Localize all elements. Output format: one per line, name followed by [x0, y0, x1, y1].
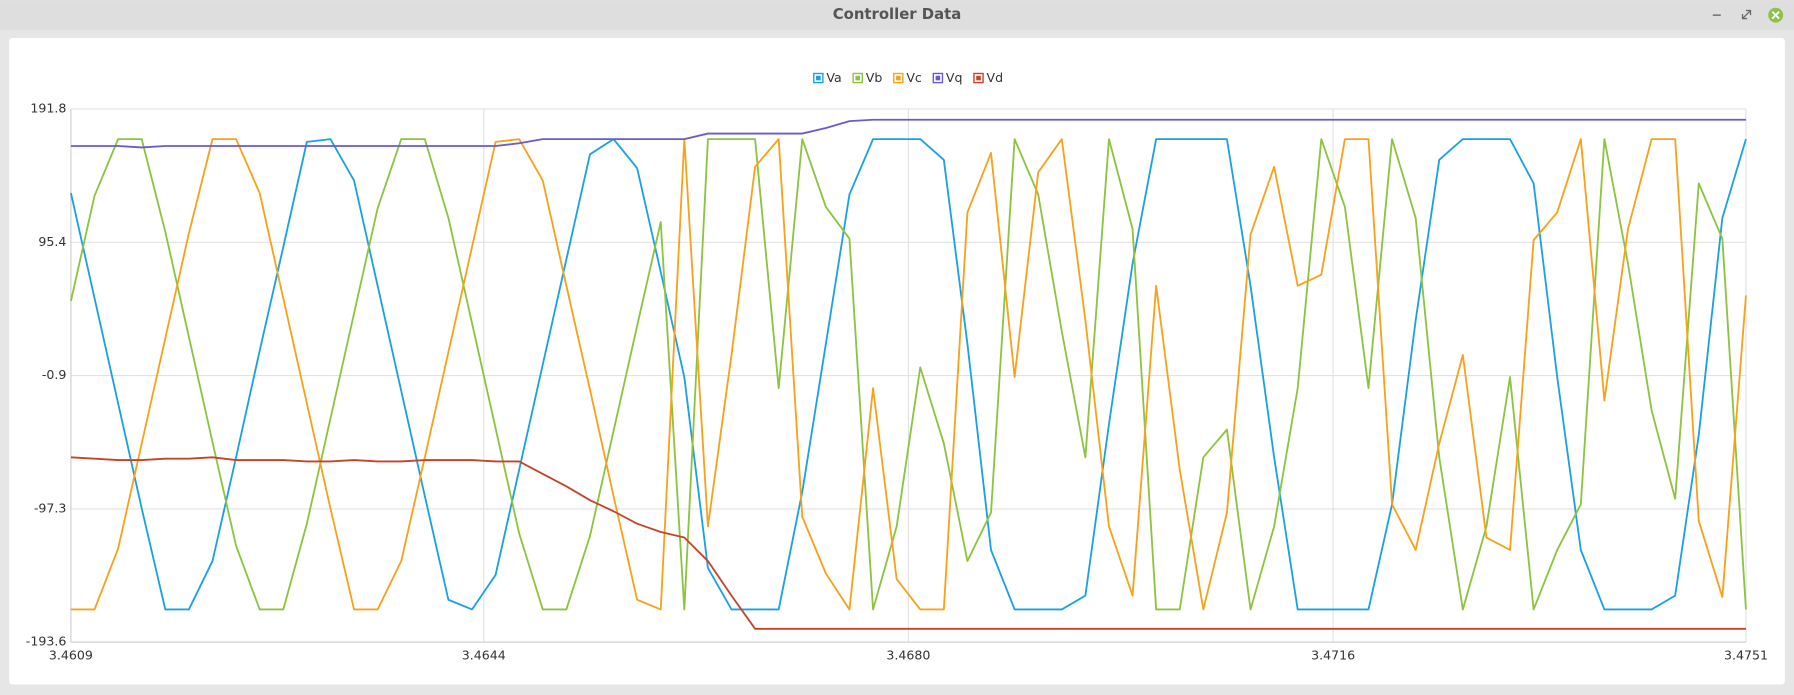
legend-swatch-fill [816, 75, 821, 81]
plot-area: 191.8 95.4 -0.9 -97.3 -193.63.4609 3.4644 3.46… [26, 70, 1768, 662]
window-title: Controller Data [833, 5, 962, 23]
legend-swatch-fill [855, 75, 861, 81]
series-line [70, 138, 1747, 611]
y-tick-label: -0.9 [42, 367, 67, 382]
legend-swatch-fill [976, 75, 981, 81]
series-line [70, 118, 1746, 149]
legend-label: Vd [987, 70, 1004, 85]
chart-panel [9, 38, 1785, 685]
legend-label: Vq [946, 70, 963, 85]
series-line [70, 138, 1747, 611]
series-line [70, 456, 1746, 630]
legend-item: Vd [973, 70, 1004, 85]
legend-swatch-fill [896, 75, 901, 81]
title-bar [0, 0, 1794, 31]
series-line [70, 138, 1747, 611]
legend-label: Va [826, 70, 841, 85]
x-tick-label: 3.4751 [1724, 647, 1768, 662]
maximize-button[interactable] [1741, 9, 1752, 20]
legend-swatch-fill [935, 75, 941, 81]
legend-label: Vb [866, 70, 883, 85]
legend-item: Vb [852, 70, 883, 85]
y-tick-label: 95.4 [38, 234, 66, 249]
legend: Va Vb Vc Vq Vd [813, 70, 1004, 85]
legend-item: Va [813, 70, 842, 85]
x-tick-label: 3.4609 [49, 647, 93, 662]
y-tick-label: -97.3 [34, 500, 67, 515]
legend-item: Vq [932, 70, 963, 85]
close-button[interactable] [1768, 7, 1784, 23]
x-tick-label: 3.4716 [1311, 647, 1355, 662]
x-tick-label: 3.4680 [886, 647, 930, 662]
y-tick-label: -193.6 [26, 634, 67, 649]
x-tick-label: 3.4644 [462, 647, 506, 662]
legend-item: Vc [893, 70, 922, 85]
legend-label: Vc [906, 70, 922, 85]
y-tick-label: 191.8 [30, 100, 66, 115]
